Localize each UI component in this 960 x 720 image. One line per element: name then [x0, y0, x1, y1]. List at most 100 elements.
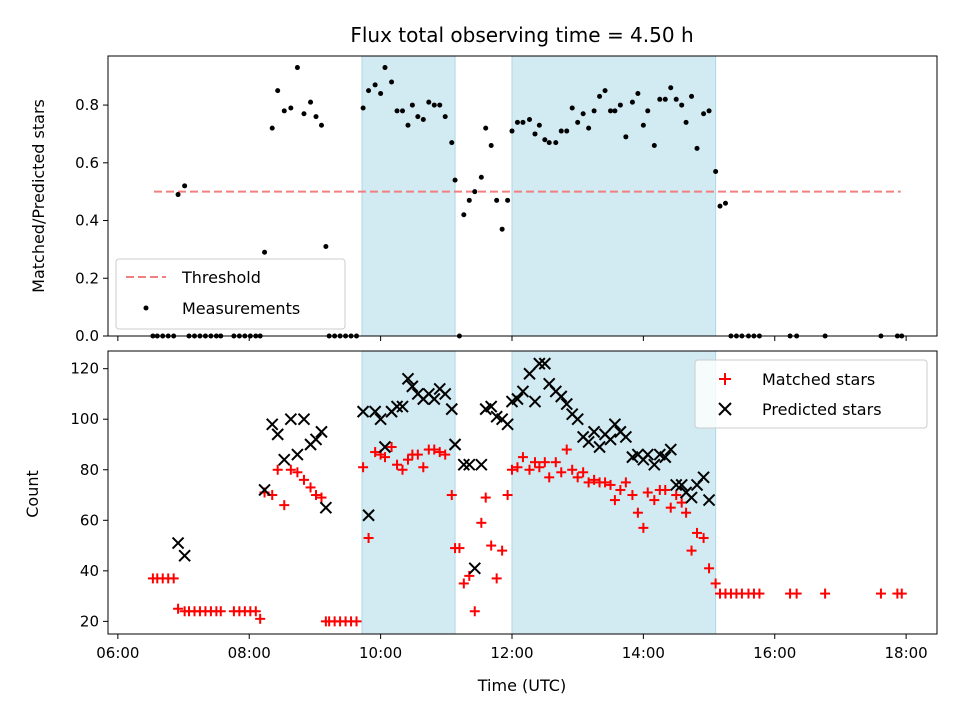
measurement-point [281, 108, 287, 114]
measurement-point [602, 88, 608, 94]
matched-star-point [605, 479, 616, 490]
measurement-point [420, 117, 426, 123]
matched-star-point [627, 490, 638, 501]
matched-star-point [168, 573, 179, 584]
matched-star-point [305, 482, 316, 493]
predicted-star-point [587, 425, 601, 439]
matched-star-point [572, 472, 583, 483]
measurement-point [629, 99, 635, 105]
predicted-star-point [309, 433, 323, 446]
predicted-star-point [356, 405, 370, 418]
bottom-legend: Matched stars Predicted stars [694, 359, 928, 429]
matched-star-point [665, 502, 676, 513]
matched-star-point [272, 464, 283, 475]
matched-star-point [458, 578, 469, 589]
measurement-point [442, 114, 448, 120]
top-ytick-label: 0.2 [75, 269, 99, 287]
measurement-point [269, 125, 275, 131]
matched-star-point [875, 588, 886, 599]
predicted-star-point [315, 425, 328, 439]
predicted-star-point [390, 400, 404, 413]
top-ytick-label: 0.4 [75, 212, 99, 230]
measurement-point [657, 96, 663, 102]
matched-star-point [686, 545, 697, 556]
measurement-point [673, 96, 679, 102]
predicted-star-point [697, 471, 710, 484]
predicted-star-point [362, 509, 375, 522]
predicted-star-point [501, 418, 514, 431]
matched-star-point [583, 477, 594, 488]
measurement-point [623, 134, 629, 140]
measurement-point [722, 200, 728, 206]
predicted-star-point [271, 428, 284, 441]
measurement-point [394, 108, 400, 114]
bottom-xtick-label: 06:00 [96, 644, 139, 662]
measurement-point [569, 105, 575, 111]
matched-star-point [497, 545, 508, 556]
measurements-legend-marker [143, 305, 149, 311]
matched-star-point [285, 464, 296, 475]
predicted-star-point [484, 400, 498, 413]
matched-star-point [429, 444, 440, 455]
predicted-star-point [608, 418, 622, 431]
matched-star-point [556, 467, 567, 478]
measurement-point [591, 108, 597, 114]
bottom-shaded-interval [361, 350, 456, 635]
predicted-star-point [511, 392, 524, 406]
matched-star-point [620, 477, 631, 488]
predicted-star-point [538, 357, 552, 370]
matched-star-point [615, 484, 626, 495]
measurement-point [461, 212, 467, 218]
predicted-star-point [675, 478, 688, 492]
matched-star-point [517, 452, 528, 463]
matched-legend-marker [719, 373, 731, 385]
measurement-point [640, 122, 646, 128]
measurement-point [542, 137, 548, 143]
bottom-axes-frame [107, 350, 938, 635]
matched-star-point [609, 495, 620, 506]
bottom-ytick-label: 100 [70, 410, 99, 428]
predicted-star-point [463, 458, 476, 471]
matched-star-point [649, 495, 660, 506]
measurement-point [382, 65, 388, 71]
top-shaded-interval [511, 55, 717, 337]
measurement-point [645, 108, 651, 114]
measurement-point [472, 189, 478, 195]
matched-star-point [710, 578, 721, 589]
measurement-point [323, 244, 329, 250]
measurement-point [426, 99, 432, 105]
measurement-point [546, 140, 552, 146]
matched-star-point [550, 457, 561, 468]
predicted-star-point [593, 440, 606, 454]
matched-star-point [896, 588, 907, 599]
predicted-star-point [571, 413, 584, 426]
bottom-xtick-label: 18:00 [885, 644, 928, 662]
measurement-point [409, 102, 415, 108]
matched-star-point [316, 492, 327, 503]
matched-star-point [589, 474, 600, 485]
matched-star-point [567, 464, 578, 475]
measurement-point [366, 88, 372, 94]
top-y-axis-label: Matched/Predicted stars [29, 99, 48, 293]
matched-star-point [250, 606, 261, 617]
measurement-point [175, 192, 181, 198]
matched-star-point [469, 606, 480, 617]
chart-title: Flux total observing time = 4.50 h [350, 23, 693, 47]
measurement-point [564, 128, 570, 134]
measurement-point [558, 128, 564, 134]
bottom-xtick-label: 12:00 [490, 644, 533, 662]
measurement-point [509, 128, 515, 134]
measurement-point [536, 122, 542, 128]
matched-star-point [820, 588, 831, 599]
measurement-point [679, 102, 685, 108]
measurements-legend-label: Measurements [182, 299, 300, 318]
matched-star-point [512, 462, 523, 473]
matched-star-point [681, 507, 692, 518]
matched-star-point [544, 472, 555, 483]
matched-star-point [412, 449, 423, 460]
matched-star-point [632, 507, 643, 518]
matched-star-point [578, 467, 589, 478]
predicted-star-point [445, 402, 458, 416]
bottom-xtick-label: 14:00 [622, 644, 665, 662]
